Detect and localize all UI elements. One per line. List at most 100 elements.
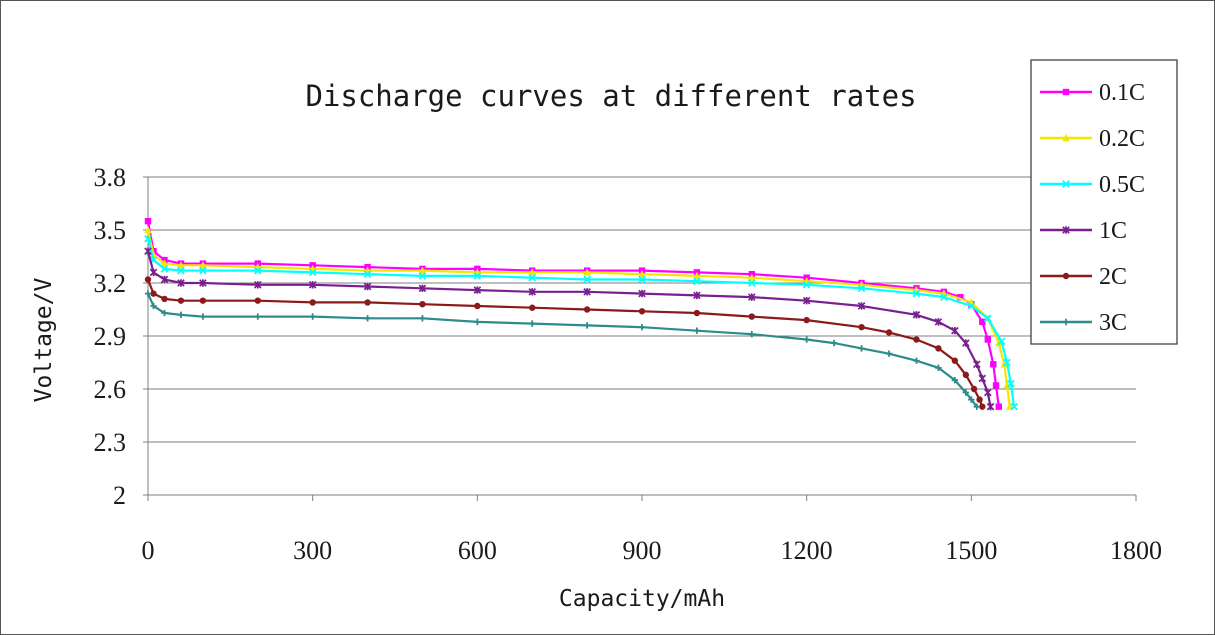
data-point-0-5c: [528, 273, 537, 282]
y-tick-label: 2.9: [94, 322, 127, 351]
data-point-1c: [973, 360, 981, 369]
data-point-0-5c: [1007, 379, 1015, 388]
data-point-1c: [912, 310, 921, 319]
data-point-0-1c: [979, 318, 986, 326]
legend: 0.1C 0.2C 0.5C 1C 2C 3C: [1030, 59, 1178, 345]
data-point-3c: [529, 320, 536, 327]
data-point-3c: [830, 339, 838, 347]
data-point-1c: [978, 374, 987, 383]
data-point-3c: [638, 323, 646, 331]
data-point-3c: [199, 313, 207, 320]
data-point-3c: [161, 309, 168, 317]
data-point-0-2c: [528, 268, 537, 276]
data-point-1c: [160, 275, 169, 284]
data-point-0-5c: [363, 270, 372, 279]
data-point-0-1c: [984, 336, 991, 343]
data-point-2c: [976, 396, 983, 403]
data-point-3c: [309, 313, 316, 320]
data-point-0-5c: [160, 265, 169, 273]
data-point-0-1c: [992, 382, 1000, 389]
data-point-0-1c: [990, 361, 997, 368]
y-tick-label: 2.6: [94, 375, 127, 404]
data-point-2c: [962, 371, 970, 379]
data-point-0-5c: [144, 234, 152, 243]
legend-item-2c: 2C: [1040, 264, 1127, 290]
legend-marker-0-5c: [1062, 180, 1070, 188]
data-point-0-1c: [957, 293, 964, 301]
x-axis-label: Capacity/mAh: [559, 586, 725, 612]
data-point-2c: [693, 309, 701, 317]
data-point-1c: [802, 296, 811, 305]
data-point-0-2c: [199, 261, 207, 269]
data-point-2c: [803, 316, 810, 324]
data-point-0-5c: [912, 289, 921, 298]
y-tick-label: 3.2: [94, 269, 127, 298]
data-point-0-5c: [747, 279, 756, 287]
legend-label-3c: 3C: [1099, 310, 1127, 336]
data-point-0-5c: [199, 266, 207, 275]
data-point-1c: [149, 268, 158, 277]
x-tick-label: 900: [623, 536, 662, 565]
data-point-3c: [693, 327, 701, 334]
legend-label-0-5c: 0.5C: [1099, 172, 1145, 198]
data-point-0-1c: [144, 217, 152, 225]
data-point-0-5c: [1003, 358, 1011, 367]
data-point-0-5c: [802, 280, 811, 289]
data-point-3c: [913, 357, 920, 364]
data-point-3c: [177, 311, 185, 318]
data-point-3c: [144, 290, 152, 297]
data-point-0-2c: [160, 259, 169, 267]
data-point-0-2c: [177, 261, 185, 269]
legend-label-0-2c: 0.2C: [1099, 126, 1145, 152]
data-point-2c: [144, 276, 152, 283]
data-point-1c: [528, 288, 537, 296]
legend-item-0-2c: 0.2C: [1040, 126, 1145, 152]
series-line-2c: [146, 279, 984, 408]
axes: 2 2.3 2.6 2.9 3.2 3.5 3.8 0 300 600 900 1200 1500 180…: [94, 163, 1163, 565]
data-point-1c: [986, 402, 995, 411]
data-point-0-5c: [1010, 402, 1018, 411]
data-point-0-5c: [253, 266, 262, 275]
data-point-1c: [418, 284, 427, 293]
data-point-0-2c: [583, 268, 591, 276]
data-point-0-2c: [693, 271, 701, 280]
legend-label-0-1c: 0.1C: [1099, 80, 1145, 106]
data-point-3c: [973, 403, 981, 410]
x-tick-label: 1800: [1110, 536, 1162, 565]
data-point-3c: [419, 315, 426, 322]
y-axis-label: Voltage/V: [31, 278, 57, 403]
legend-item-0-1c: 0.1C: [1040, 80, 1145, 106]
legend-item-1c: 1C: [1040, 218, 1127, 244]
data-point-0-5c: [693, 277, 701, 286]
data-point-2c: [951, 357, 959, 364]
legend-item-3c: 3C: [1040, 310, 1127, 336]
data-point-2c: [748, 313, 755, 320]
y-tick-label: 2: [113, 481, 126, 510]
data-point-2c: [177, 297, 185, 304]
legend-label-1c: 1C: [1099, 218, 1127, 244]
y-tick-label: 3.8: [94, 163, 127, 192]
data-point-3c: [968, 396, 975, 403]
legend-marker-0-1c: [1062, 88, 1070, 96]
legend-item-0-5c: 0.5C: [1040, 172, 1145, 198]
series-2c: [144, 276, 986, 410]
data-point-1c: [199, 279, 207, 287]
legend-marker-3c: [1062, 318, 1070, 326]
data-point-2c: [638, 308, 646, 315]
data-point-0-5c: [473, 272, 482, 280]
data-point-0-2c: [638, 270, 646, 278]
data-point-1c: [693, 291, 701, 300]
data-point-3c: [583, 322, 591, 329]
data-point-2c: [474, 302, 481, 310]
data-point-0-5c: [940, 293, 948, 301]
data-point-1c: [144, 247, 152, 256]
data-point-2c: [254, 297, 261, 304]
legend-box: [1030, 59, 1178, 345]
series-0-5c: [144, 234, 1018, 411]
data-point-2c: [885, 329, 893, 336]
data-point-1c: [363, 282, 372, 291]
x-tick-label: 300: [293, 536, 332, 565]
data-point-0-5c: [983, 314, 992, 323]
data-point-1c: [253, 280, 262, 289]
